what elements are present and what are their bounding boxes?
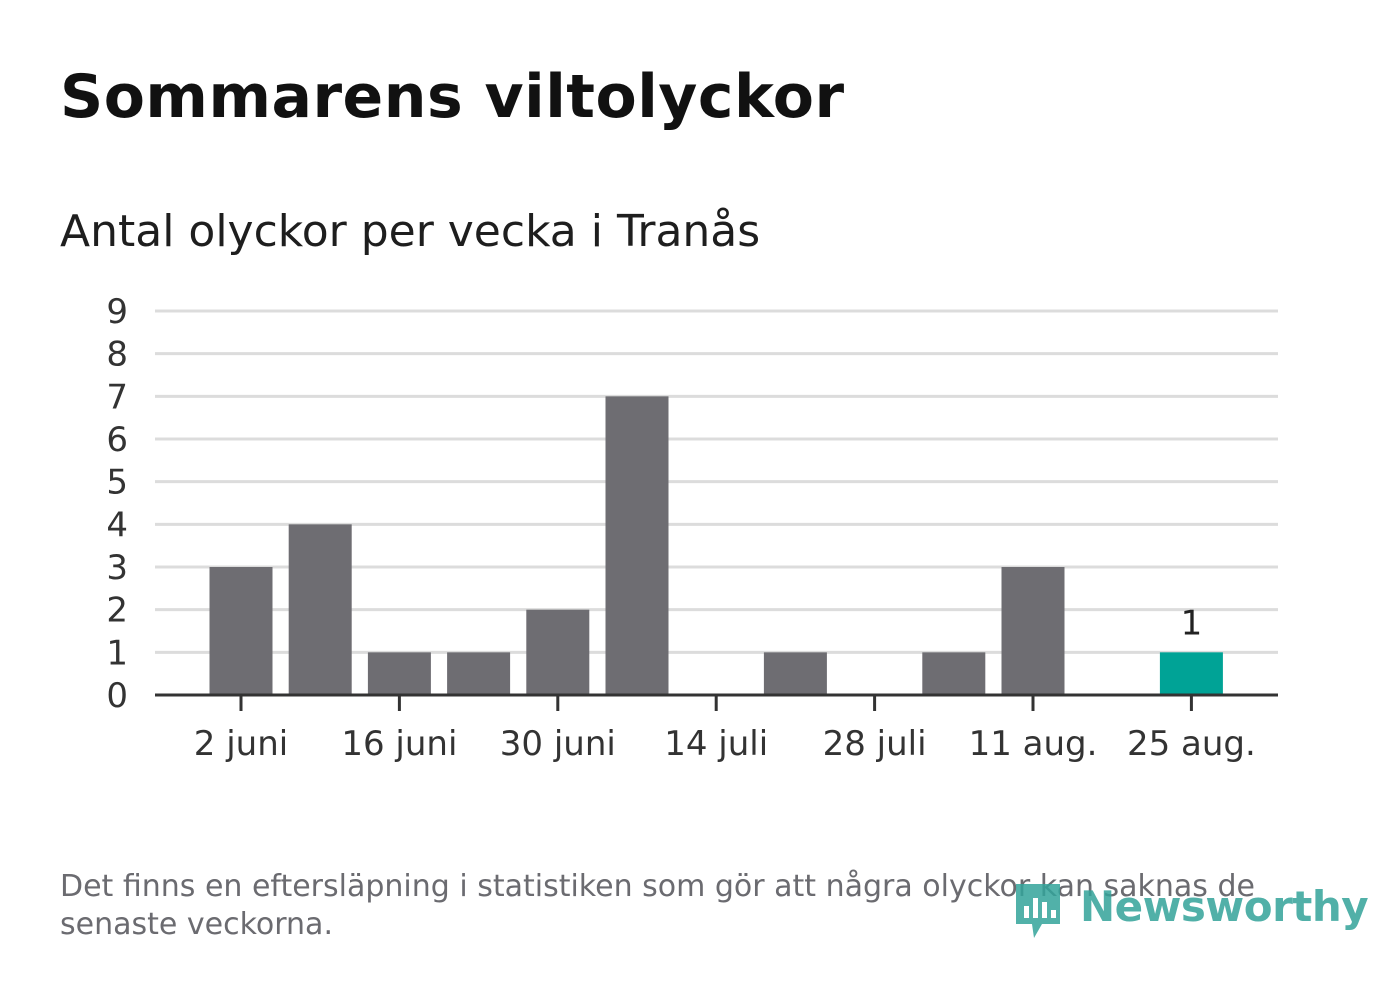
- chart-title: Sommarens viltolyckor: [60, 62, 845, 132]
- y-tick-label: 9: [106, 292, 128, 332]
- bar: [1001, 567, 1065, 695]
- y-tick-label: 2: [106, 591, 128, 631]
- bar: [447, 652, 511, 695]
- y-tick-label: 3: [106, 548, 128, 588]
- brand-logo: Newsworthy: [1012, 878, 1369, 940]
- y-tick-label: 7: [106, 377, 128, 417]
- bar: [288, 524, 352, 695]
- x-tick-label: 28 juli: [823, 724, 927, 764]
- newsworthy-logo-icon: [1016, 884, 1060, 938]
- bar: [763, 652, 827, 695]
- x-tick-label: 2 juni: [194, 724, 288, 764]
- x-tick-label: 14 juli: [664, 724, 768, 764]
- x-tick-label: 11 aug.: [969, 724, 1098, 764]
- y-tick-label: 4: [106, 505, 128, 545]
- y-tick-label: 0: [106, 676, 128, 716]
- y-tick-label: 1: [106, 633, 128, 673]
- y-tick-label: 6: [106, 420, 128, 460]
- bar: [526, 609, 590, 695]
- bar: [922, 652, 986, 695]
- bar: [1159, 652, 1223, 695]
- bar: [605, 396, 669, 695]
- bar: [209, 567, 273, 695]
- y-tick-label: 5: [106, 463, 128, 503]
- x-tick-label: 25 aug.: [1127, 724, 1256, 764]
- chart-subtitle: Antal olyckor per vecka i Tranås: [60, 206, 761, 257]
- brand-name: Newsworthy: [1080, 882, 1369, 931]
- x-tick-label: 16 juni: [341, 724, 457, 764]
- bar: [367, 652, 431, 695]
- y-tick-label: 8: [106, 335, 128, 375]
- x-tick-label: 30 juni: [500, 724, 616, 764]
- data-label: 1: [1181, 603, 1203, 643]
